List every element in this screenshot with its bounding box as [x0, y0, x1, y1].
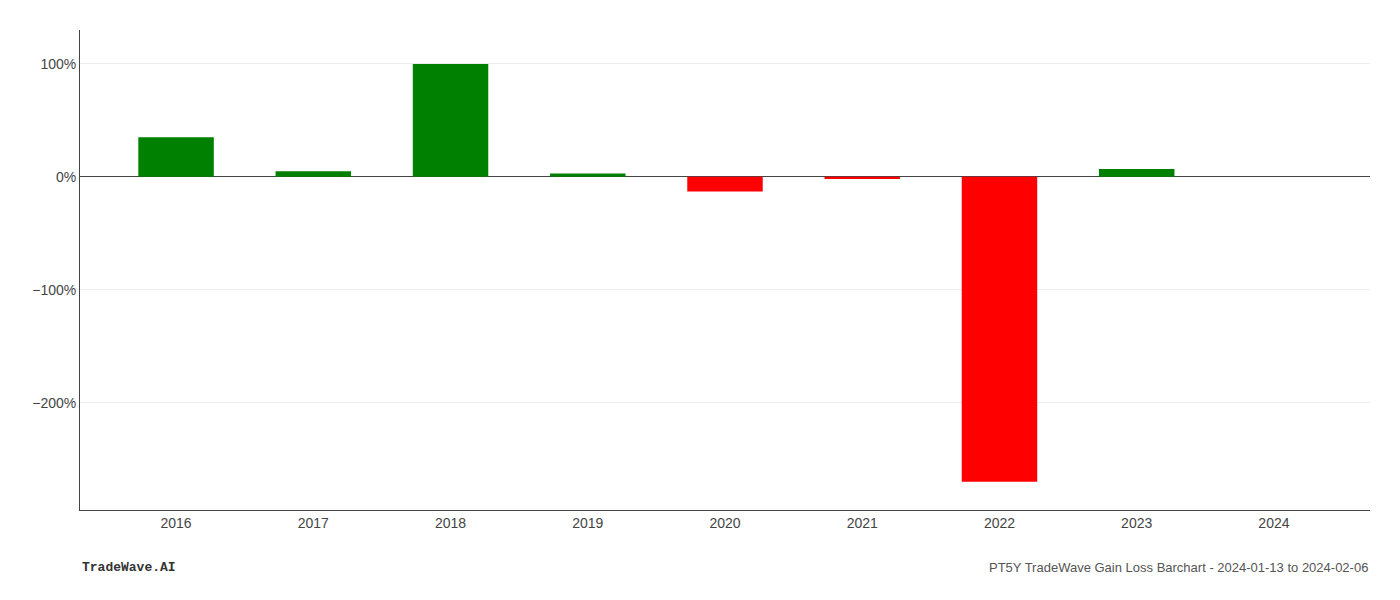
svg-text:2016: 2016 — [160, 515, 191, 531]
svg-text:100%: 100% — [40, 56, 76, 72]
svg-text:PT5Y TradeWave Gain Loss Barch: PT5Y TradeWave Gain Loss Barchart - 2024… — [989, 560, 1368, 575]
svg-text:2017: 2017 — [298, 515, 329, 531]
svg-text:2023: 2023 — [1121, 515, 1152, 531]
svg-text:0%: 0% — [56, 169, 76, 185]
svg-text:2019: 2019 — [572, 515, 603, 531]
svg-text:TradeWave.AI: TradeWave.AI — [82, 560, 176, 575]
svg-text:2020: 2020 — [709, 515, 740, 531]
svg-text:2021: 2021 — [847, 515, 878, 531]
svg-text:−100%: −100% — [32, 282, 76, 298]
svg-text:2018: 2018 — [435, 515, 466, 531]
svg-text:2024: 2024 — [1258, 515, 1289, 531]
svg-text:−200%: −200% — [32, 395, 76, 411]
svg-text:2022: 2022 — [984, 515, 1015, 531]
